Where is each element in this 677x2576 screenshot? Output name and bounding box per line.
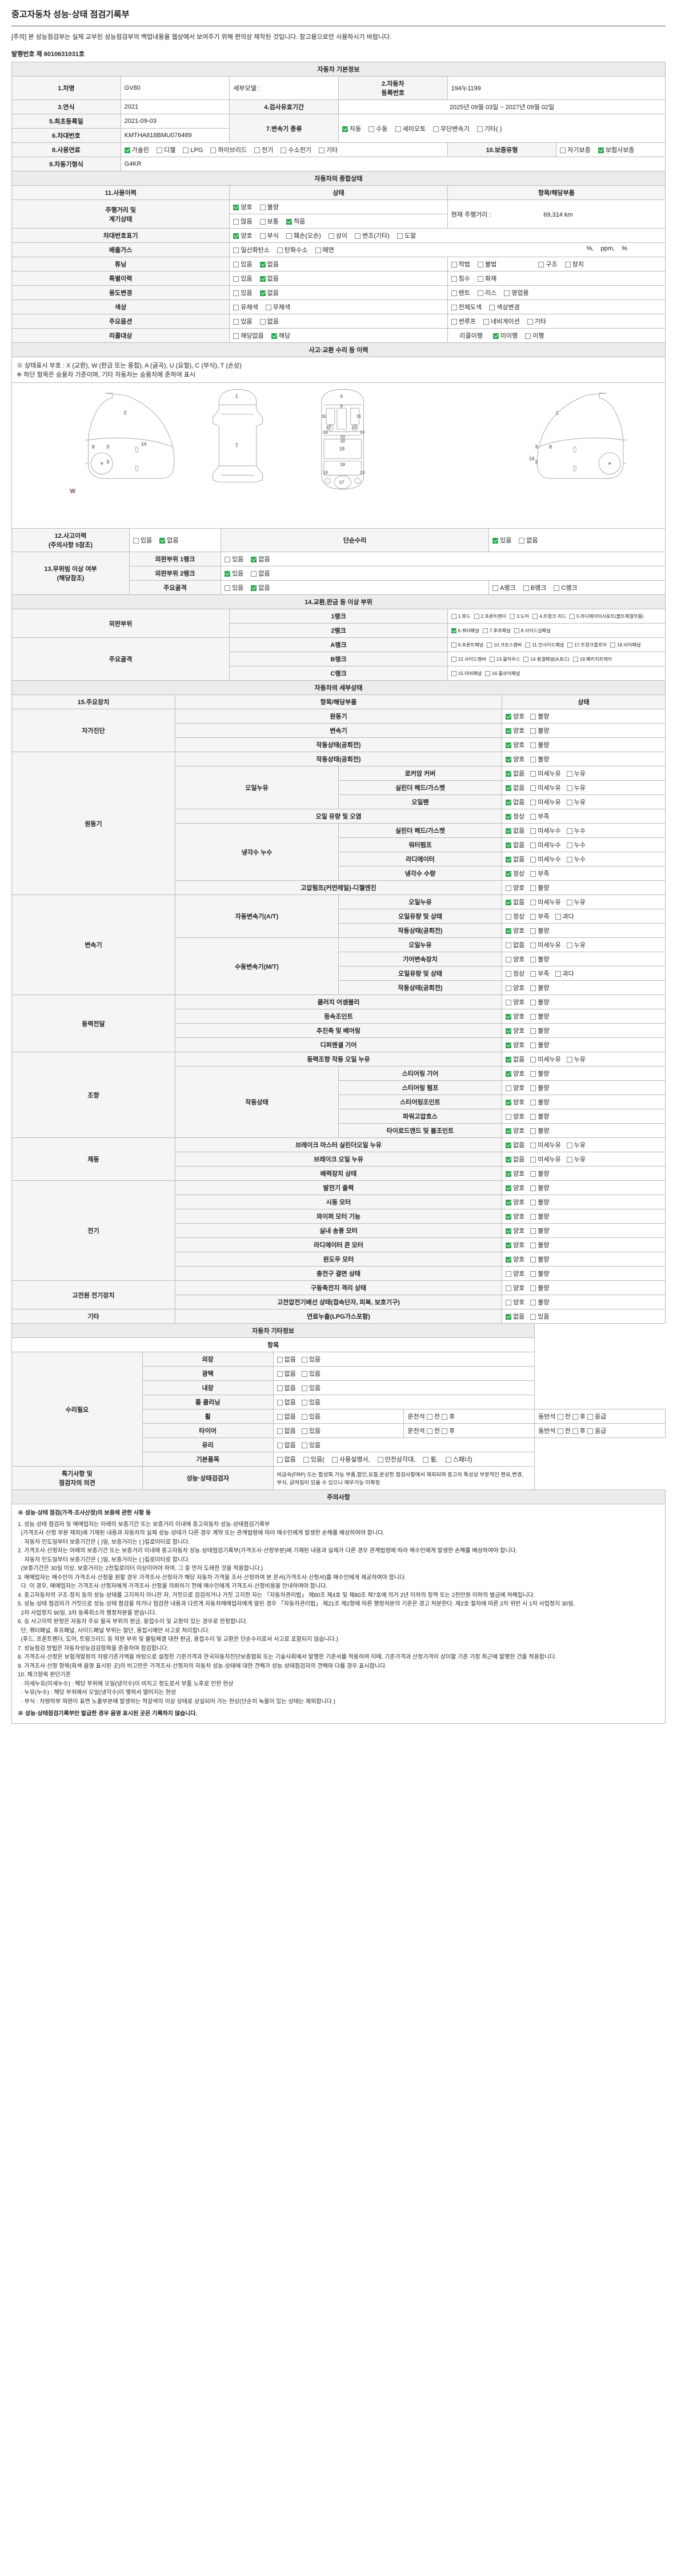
svg-text:14: 14 bbox=[141, 442, 147, 447]
svg-text:14: 14 bbox=[529, 456, 535, 461]
svg-text:W: W bbox=[70, 489, 76, 495]
svg-text:1: 1 bbox=[235, 394, 238, 399]
svg-text:19: 19 bbox=[340, 462, 345, 467]
svg-text:3: 3 bbox=[106, 460, 109, 465]
svg-text:13: 13 bbox=[360, 470, 364, 475]
svg-text:8: 8 bbox=[549, 445, 552, 450]
svg-text:15: 15 bbox=[340, 438, 345, 444]
svg-text:2: 2 bbox=[124, 410, 127, 416]
svg-text:11: 11 bbox=[356, 413, 361, 418]
svg-text:7: 7 bbox=[235, 443, 238, 448]
svg-text:3: 3 bbox=[106, 445, 109, 450]
svg-text:11: 11 bbox=[322, 413, 326, 418]
svg-text:13: 13 bbox=[323, 470, 327, 475]
svg-text:5: 5 bbox=[340, 394, 343, 399]
svg-text:13: 13 bbox=[360, 429, 364, 434]
svg-text:3: 3 bbox=[535, 445, 538, 450]
svg-text:8: 8 bbox=[92, 445, 95, 450]
svg-text:16: 16 bbox=[339, 446, 345, 452]
svg-text:3: 3 bbox=[535, 460, 538, 465]
svg-text:13: 13 bbox=[323, 429, 327, 434]
svg-text:17: 17 bbox=[339, 480, 344, 485]
svg-text:2: 2 bbox=[556, 411, 559, 416]
svg-text:12: 12 bbox=[352, 425, 356, 430]
svg-text:9: 9 bbox=[340, 403, 343, 408]
